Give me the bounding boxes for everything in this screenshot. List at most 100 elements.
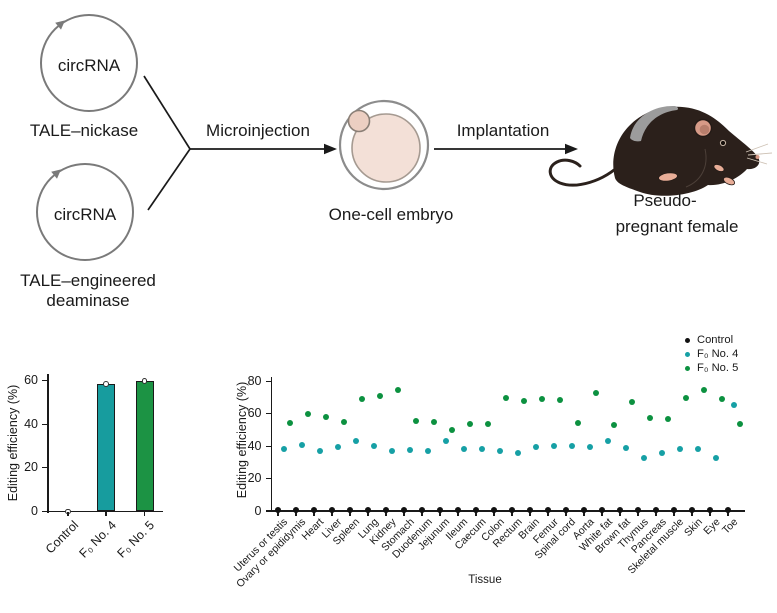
legend-label: F₀ No. 5	[697, 361, 739, 374]
x-tick	[583, 511, 585, 516]
scatter-point-control	[329, 507, 335, 513]
y-tick-label: 20	[247, 471, 262, 486]
x-tick	[385, 511, 387, 516]
scatter-point-f0-no5	[521, 397, 527, 404]
plasmid-bottom-caption: TALE–engineered	[20, 271, 156, 290]
scatter-point-f0-no5	[737, 421, 743, 428]
scatter-point-f0-no4	[497, 448, 503, 455]
scatter-point-f0-no4	[677, 445, 683, 452]
scatter-point-f0-no4	[713, 454, 719, 461]
plasmid-top-caption: TALE–nickase	[29, 121, 139, 140]
x-tick	[691, 511, 693, 516]
plasmid-bottom-caption: deaminase	[46, 291, 130, 310]
scatter-point-control	[311, 507, 317, 513]
y-tick-label: 20	[24, 460, 38, 475]
scatter-point-control	[635, 507, 641, 513]
legend-label: F₀ No. 4	[697, 347, 739, 360]
scatter-point-control	[689, 507, 695, 513]
scatter-point-f0-no5	[719, 396, 725, 403]
scatter-point-f0-no4	[623, 444, 629, 451]
scatter-point-f0-no5	[665, 415, 671, 422]
scatter-point-control	[617, 507, 623, 513]
implantation-label: Implantation	[456, 121, 550, 140]
y-tick	[42, 510, 48, 513]
x-tick	[673, 511, 675, 516]
y-tick-label: 60	[247, 406, 262, 421]
scatter-point-f0-no4	[605, 437, 611, 444]
scatter-point-f0-no5	[341, 418, 347, 425]
scatter-point-f0-no5	[413, 418, 419, 425]
y-tick-label: 80	[247, 373, 262, 388]
scatter-point-f0-no5	[395, 387, 401, 394]
scatter-point-f0-no4	[515, 449, 521, 456]
scatter-point-control	[383, 507, 389, 513]
y-tick-label: 40	[247, 438, 262, 453]
tissue-label-text: Eye	[701, 515, 723, 537]
x-tick	[277, 511, 279, 516]
scatter-point-f0-no5	[467, 421, 473, 428]
scatter-point-f0-no4	[371, 443, 377, 450]
scatter-point-f0-no5	[611, 422, 617, 429]
x-tick	[565, 511, 567, 516]
x-tick	[475, 511, 477, 516]
mouse-label: Pseudo-	[633, 191, 697, 210]
x-tick	[421, 511, 423, 516]
scatter-point-control	[437, 507, 443, 513]
y-tick	[265, 445, 271, 447]
y-tick	[265, 413, 271, 415]
scatter-point-f0-no5	[575, 419, 581, 426]
scatter-point-control	[725, 507, 731, 513]
scatter-point-f0-no4	[587, 444, 593, 450]
y-tick-label: 0	[254, 503, 262, 518]
scatter-point-control	[347, 507, 353, 513]
x-tick	[349, 511, 351, 516]
x-tick	[331, 511, 333, 516]
y-tick	[265, 478, 271, 480]
scatter-point-control	[293, 507, 299, 513]
y-tick-label: 0	[31, 504, 38, 518]
scatter-point-f0-no5	[593, 389, 599, 396]
plasmid-bottom-label: circRNA	[53, 205, 117, 224]
embryo-label: One-cell embryo	[328, 205, 454, 224]
scatter-point-f0-no4	[659, 450, 665, 457]
x-tick	[601, 511, 603, 516]
scatter-point-f0-no4	[641, 454, 647, 461]
scatter-point-control	[545, 507, 551, 513]
mouse-label: pregnant female	[615, 217, 739, 236]
x-tick	[67, 511, 69, 516]
scatter-point-control	[707, 507, 713, 513]
y-tick	[42, 467, 48, 469]
scatter-point-control	[581, 507, 587, 513]
scatter-point-f0-no5	[305, 410, 311, 417]
scatter-point-control	[509, 507, 515, 513]
x-tick	[655, 511, 657, 516]
scatter-point-control	[401, 507, 407, 513]
scatter-point-f0-no5	[701, 387, 707, 394]
scatter-point-f0-no4	[425, 448, 431, 455]
x-tick	[511, 511, 513, 516]
scatter-point-f0-no4	[317, 448, 323, 455]
scatter-point-f0-no4	[461, 446, 467, 453]
scatter-point-control	[671, 507, 677, 513]
x-tick	[457, 511, 459, 516]
scatter-point-f0-no5	[323, 414, 329, 421]
tissue-label-text: Skin	[681, 515, 705, 539]
scatter-point-control	[455, 507, 461, 513]
scatter-point-control	[527, 507, 533, 513]
scatter-point-f0-no4	[443, 438, 449, 445]
scatter-point-f0-no4	[353, 438, 359, 445]
x-tick	[313, 511, 315, 516]
tissue-label-text: Toe	[720, 515, 741, 536]
microinjection-label: Microinjection	[206, 121, 310, 140]
scatter-y-axis-title: Editing efficiency (%)	[235, 381, 249, 499]
x-tick	[367, 511, 369, 516]
scatter-point-f0-no4	[389, 448, 395, 455]
y-tick	[42, 423, 48, 425]
legend-dot	[684, 351, 691, 358]
x-tick	[529, 511, 531, 516]
y-tick-label: 60	[24, 373, 38, 388]
plasmid-top-label: circRNA	[57, 56, 121, 75]
y-tick	[265, 380, 271, 382]
